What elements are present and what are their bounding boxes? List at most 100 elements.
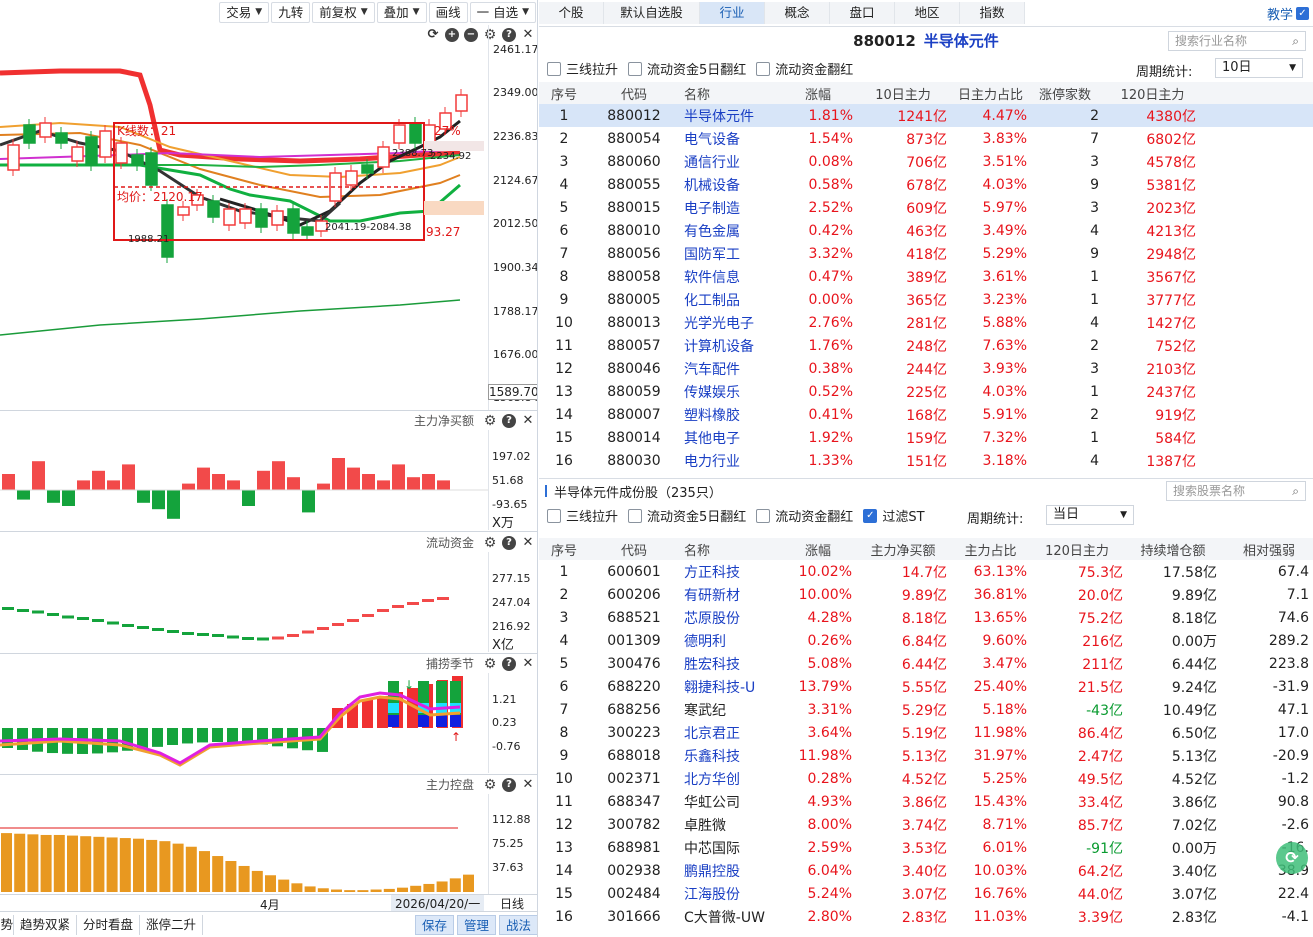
refresh-icon[interactable]: ⟳ xyxy=(427,27,439,42)
gear-icon[interactable]: ⚙ xyxy=(483,655,497,672)
table-row[interactable]: 3 880060 通信行业 0.08% 706亿 3.51% 3 4578亿 xyxy=(539,150,1313,173)
toolbar-button-2[interactable]: 前复权 ▼ xyxy=(312,2,375,23)
filter-checkbox-1[interactable]: 流动资金5日翻红 xyxy=(628,59,746,78)
main-candlestick-chart[interactable]: K线数：21 均价：2120.17 27% 93.27 1988.21 2041.19-2… xyxy=(0,25,538,410)
table-row[interactable]: 14 880007 塑料橡胶 0.41% 168亿 5.91% 2 919亿 xyxy=(539,403,1313,426)
tab-3[interactable]: 概念 xyxy=(765,2,830,24)
strategy-tab-0[interactable]: 势双紧 xyxy=(0,914,14,935)
close-icon[interactable]: ✕ xyxy=(522,534,534,550)
column-header[interactable]: 120日主力 xyxy=(1045,543,1109,559)
gear-icon[interactable]: ⚙ xyxy=(483,27,497,43)
filter-checkbox-2[interactable]: 流动资金翻红 xyxy=(756,59,853,78)
tab-5[interactable]: 地区 xyxy=(895,2,960,24)
teach-label[interactable]: 教学 xyxy=(1266,8,1293,23)
gear-icon[interactable]: ⚙ xyxy=(483,776,497,793)
column-header[interactable]: 序号 xyxy=(550,543,577,559)
table-row[interactable]: 13 880059 传媒娱乐 0.52% 225亿 4.03% 1 2437亿 xyxy=(539,380,1313,403)
checkbox[interactable]: ✓ xyxy=(863,508,878,523)
filter-checkbox-1[interactable]: 流动资金5日翻红 xyxy=(628,506,746,525)
column-header[interactable]: 涨幅 xyxy=(804,87,831,103)
toolbar-button-1[interactable]: 九转 xyxy=(271,2,311,23)
table-row[interactable]: 7 688256 寒武纪 3.31% 5.29亿 5.18% -43亿 10.49亿 47.1 xyxy=(539,698,1313,721)
table-row[interactable]: 1 600601 方正科技 10.02% 14.7亿 63.13% 75.3亿 17.58亿 6… xyxy=(539,560,1313,583)
checkbox[interactable] xyxy=(547,508,561,523)
strategy-tab-1[interactable]: 趋势双紧 xyxy=(14,914,78,935)
table-row[interactable]: 7 880056 国防军工 3.32% 418亿 5.29% 9 2948亿 xyxy=(539,242,1313,265)
toolbar-button-0[interactable]: 交易 ▼ xyxy=(219,2,270,23)
strategy-tab-2[interactable]: 分时看盘 xyxy=(77,914,141,935)
gear-icon[interactable]: ⚙ xyxy=(483,412,497,429)
help-icon[interactable]: ? xyxy=(502,535,516,550)
table-row[interactable]: 14002938鹏鼎控股6.04%3.40亿10.03%64.2亿3.40亿38… xyxy=(539,859,1313,882)
search-icon[interactable]: ⌕ xyxy=(1292,34,1299,48)
table-row[interactable]: 15 880014 其他电子 1.92% 159亿 7.32% 1 584亿 xyxy=(539,426,1313,449)
column-header[interactable]: 日主力占比 xyxy=(957,87,1023,103)
period-label[interactable]: 日线 xyxy=(500,897,525,911)
table-row[interactable]: 6 688220 翱捷科技-U 13.79% 5.55亿 25.40% 21.5亿 9.24亿… xyxy=(539,675,1313,698)
filter-checkbox-2[interactable]: 流动资金翻红 xyxy=(756,506,853,525)
tab-2[interactable]: 行业 xyxy=(700,2,765,24)
table-row[interactable]: 5 880015 电子制造 2.52% 609亿 5.97% 3 2023亿 xyxy=(539,196,1313,219)
teach-link[interactable]: 教学 ✓ xyxy=(1267,4,1309,23)
table-row[interactable]: 15 002484 江海股份 5.24% 3.07亿 16.76% 44.0亿 3.07亿 22… xyxy=(539,882,1313,905)
table-row[interactable]: 1 880012 半导体元件 1.81% 1241亿 4.47% 2 4380亿 xyxy=(539,104,1313,127)
table-row[interactable]: 9 688018 乐鑫科技 11.98% 5.13亿 31.97% 2.47亿 5.13亿 -2… xyxy=(539,744,1313,767)
zoom-in-icon[interactable]: + xyxy=(445,28,459,42)
table-row[interactable]: 9 880005 化工制品 0.00% 365亿 3.23% 1 3777亿 xyxy=(539,288,1313,311)
strategy-button-0[interactable]: 保存 xyxy=(414,914,454,935)
help-icon[interactable]: ? xyxy=(502,28,516,42)
table-row[interactable]: 11 880057 计算机设备 1.76% 248亿 7.63% 2 752亿 xyxy=(539,334,1313,357)
table-row[interactable]: 5 300476 胜宏科技 5.08% 6.44亿 3.47% 211亿 6.44亿 223.8 xyxy=(539,652,1313,675)
gear-icon[interactable]: ⚙ xyxy=(483,534,497,551)
help-icon[interactable]: ? xyxy=(502,777,516,792)
filter-checkbox-3[interactable]: ✓ 过滤ST xyxy=(863,506,925,525)
column-header[interactable]: 序号 xyxy=(550,87,577,103)
tab-0[interactable]: 个股 xyxy=(539,2,604,24)
toolbar-button-4[interactable]: 画线 xyxy=(428,2,468,23)
checkbox[interactable] xyxy=(756,508,771,523)
column-header[interactable]: 主力占比 xyxy=(964,543,1017,559)
close-icon[interactable]: ✕ xyxy=(522,776,534,792)
zoom-out-icon[interactable]: − xyxy=(464,28,478,42)
toolbar-button-3[interactable]: 叠加 ▼ xyxy=(376,2,427,23)
table-row[interactable]: 4 001309 德明利 0.26% 6.84亿 9.60% 216亿 0.00万 289.2 xyxy=(539,629,1313,652)
table-row[interactable]: 2 880054 电气设备 1.54% 873亿 3.83% 7 6802亿 xyxy=(539,127,1313,150)
column-header[interactable]: 120日主力 xyxy=(1120,87,1185,103)
industry-search-input[interactable]: 搜索行业名称 ⌕ xyxy=(1168,31,1306,51)
strategy-tab-3[interactable]: 涨停二升 xyxy=(140,914,204,935)
table-row[interactable]: 10 880013 光学光电子 2.76% 281亿 5.88% 4 1427亿 xyxy=(539,311,1313,334)
close-icon[interactable]: ✕ xyxy=(522,655,534,671)
period-select[interactable]: 当日 ▼ xyxy=(1046,505,1134,525)
table-row[interactable]: 2 600206 有研新材 10.00% 9.89亿 36.81% 20.0亿 9.89亿 7.… xyxy=(539,583,1313,606)
table-row[interactable]: 4 880055 机械设备 0.58% 678亿 4.03% 9 5381亿 xyxy=(539,173,1313,196)
help-icon[interactable]: ? xyxy=(502,656,516,671)
close-icon[interactable]: ✕ xyxy=(522,412,534,428)
help-icon[interactable]: ? xyxy=(502,413,516,428)
column-header[interactable]: 代码 xyxy=(620,543,647,559)
toolbar-button-5[interactable]: 一 自选 ▼ xyxy=(469,2,536,23)
table-row[interactable]: 12 880046 汽车配件 0.38% 244亿 3.93% 3 2103亿 xyxy=(539,357,1313,380)
checkbox[interactable] xyxy=(547,61,561,76)
table-row[interactable]: 8 300223 北京君正 3.64% 5.19亿 11.98% 86.4亿 6.50亿 17.… xyxy=(539,721,1313,744)
column-header[interactable]: 10日主力 xyxy=(875,87,931,103)
column-header[interactable]: 相对强弱 xyxy=(1242,543,1295,559)
filter-checkbox-0[interactable]: 三线拉升 xyxy=(547,506,618,525)
column-header[interactable]: 名称 xyxy=(684,87,711,103)
strategy-button-2[interactable]: 战法 xyxy=(498,914,537,935)
tab-1[interactable]: 默认自选股 xyxy=(604,2,700,24)
period-select[interactable]: 10日 ▼ xyxy=(1215,58,1303,78)
table-row[interactable]: 16 301666 C大普微-UW 2.80% 2.83亿 11.03% 3.39亿 2.83… xyxy=(539,905,1313,928)
table-row[interactable]: 6 880010 有色金属 0.42% 463亿 3.49% 4 4213亿 xyxy=(539,219,1313,242)
tab-6[interactable]: 指数 xyxy=(960,2,1025,24)
checkbox[interactable] xyxy=(628,61,643,76)
column-header[interactable]: 涨幅 xyxy=(804,543,831,559)
close-icon[interactable]: ✕ xyxy=(522,27,534,42)
table-row[interactable]: 11 688347 华虹公司 4.93% 3.86亿 15.43% 33.4亿 3.86亿 90… xyxy=(539,790,1313,813)
column-header[interactable]: 持续增仓额 xyxy=(1140,543,1206,559)
table-row[interactable]: 8 880058 软件信息 0.47% 389亿 3.61% 1 3567亿 xyxy=(539,265,1313,288)
table-row[interactable]: 12 300782 卓胜微 8.00% 3.74亿 8.71% 85.7亿 7.02亿 -2.6 xyxy=(539,813,1313,836)
table-row[interactable]: 3 688521 芯原股份 4.28% 8.18亿 13.65% 75.2亿 8.18亿 74.… xyxy=(539,606,1313,629)
search-icon[interactable]: ⌕ xyxy=(1292,484,1299,498)
tab-4[interactable]: 盘口 xyxy=(830,2,895,24)
